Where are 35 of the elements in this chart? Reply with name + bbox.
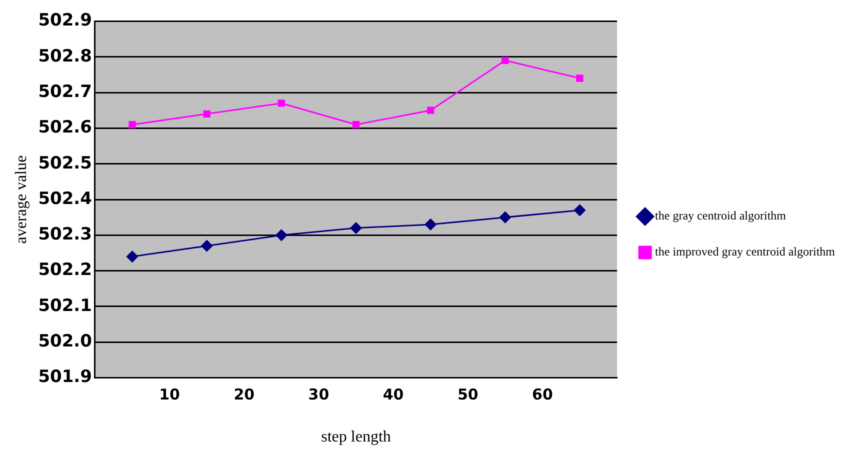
- point: [201, 240, 213, 252]
- point: [203, 110, 210, 118]
- x-axis-title: step length: [321, 428, 391, 446]
- legend-label: the gray centroid algorithm: [655, 208, 787, 223]
- point: [276, 229, 288, 241]
- point: [352, 121, 360, 128]
- point: [128, 121, 136, 128]
- x-tick-label: 60: [532, 386, 553, 404]
- x-tick-label: 50: [457, 386, 478, 404]
- y-tick-label: 502.7: [38, 82, 92, 102]
- y-tick-label: 502.0: [38, 332, 92, 352]
- point: [427, 106, 434, 114]
- point: [502, 56, 509, 64]
- y-tick-label: 502.9: [38, 10, 92, 31]
- point: [576, 74, 584, 82]
- point: [499, 212, 511, 224]
- point: [278, 100, 286, 107]
- y-tick-label: 502.4: [38, 188, 92, 209]
- point: [574, 204, 586, 216]
- y-tick-label: 501.9: [38, 367, 92, 388]
- y-tick-label: 502.8: [38, 46, 92, 66]
- point: [350, 222, 362, 234]
- x-tick-label: 10: [159, 386, 180, 404]
- point: [424, 218, 436, 230]
- y-tick-label: 502.1: [38, 296, 92, 316]
- x-tick-label: 20: [234, 386, 255, 404]
- point: [126, 250, 138, 262]
- y-tick-label: 502.5: [38, 153, 92, 174]
- y-tick-label: 502.3: [38, 224, 92, 245]
- legend-label: the improved gray centroid algorithm: [655, 244, 836, 259]
- x-tick-label: 40: [382, 386, 404, 404]
- y-axis-title: average value: [12, 155, 30, 244]
- y-tick-label: 502.2: [38, 260, 92, 280]
- x-tick-label: 30: [308, 386, 330, 404]
- y-tick-label: 502.6: [38, 118, 92, 138]
